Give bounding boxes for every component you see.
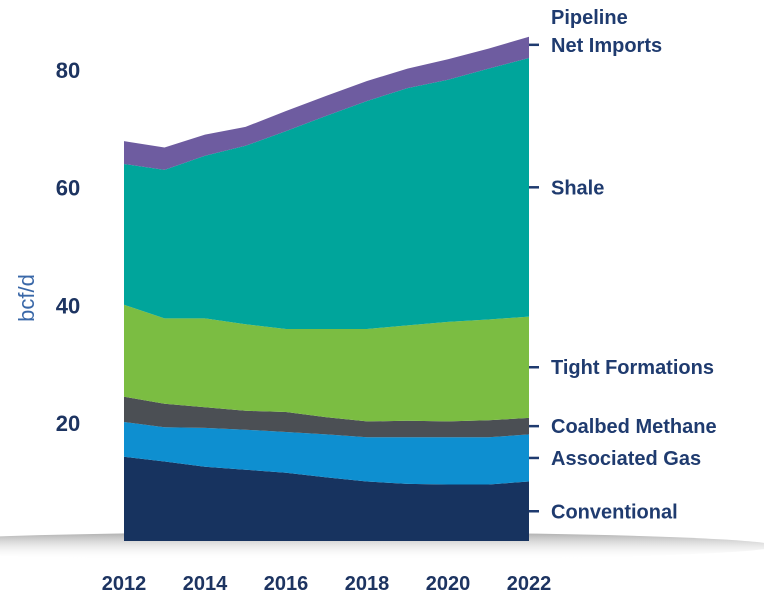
- y-tick-label: 40: [56, 293, 80, 318]
- legend-label: Associated Gas: [551, 448, 701, 470]
- y-tick-label: 60: [56, 176, 80, 201]
- area-coalbed-methane: [124, 396, 529, 438]
- legend-label: Tight Formations: [551, 357, 714, 379]
- x-tick-label: 2022: [507, 573, 552, 593]
- series-areas: [124, 36, 529, 541]
- legend-label: Net Imports: [551, 35, 662, 57]
- y-tick-label: 20: [56, 411, 80, 436]
- x-tick-label: 2016: [264, 573, 309, 593]
- x-axis-ticks: 2012 2014 2016 2018 2020 2022: [102, 573, 552, 593]
- x-tick-label: 2020: [426, 573, 471, 593]
- y-tick-label: 80: [56, 58, 80, 83]
- area-tight-formations: [124, 304, 529, 422]
- x-tick-label: 2014: [183, 573, 228, 593]
- legend-label: Conventional: [551, 501, 678, 523]
- x-tick-label: 2018: [345, 573, 390, 593]
- area-conventional: [124, 456, 529, 541]
- area-shale: [124, 58, 529, 329]
- y-axis-ticks: 20 40 60 80: [56, 58, 80, 436]
- legend-label: Pipeline: [551, 7, 628, 29]
- legend-label: Coalbed Methane: [551, 416, 717, 438]
- x-tick-label: 2012: [102, 573, 147, 593]
- area-pipeline-net-imports: [124, 36, 529, 170]
- series-legend: Pipeline Net Imports Shale Tight Formations…: [529, 7, 717, 523]
- area-associated-gas: [124, 422, 529, 485]
- legend-label: Shale: [551, 177, 604, 199]
- y-axis-label: bcf/d: [14, 274, 39, 322]
